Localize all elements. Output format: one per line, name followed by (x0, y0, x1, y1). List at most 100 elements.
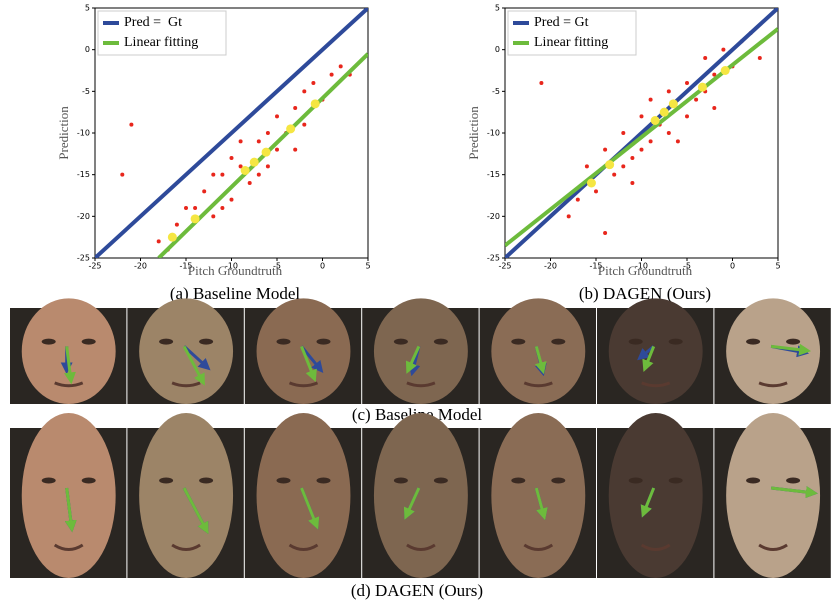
scatter-point (603, 231, 608, 235)
x-tick-label: 0 (730, 262, 735, 271)
y-tick-label: -5 (492, 87, 500, 96)
scatter-point (229, 197, 234, 202)
scatter-point (721, 47, 726, 52)
eye (433, 477, 448, 484)
x-tick-label: 5 (365, 262, 370, 271)
x-tick-label: -10 (635, 262, 648, 271)
scatter-point (630, 181, 635, 185)
x-axis-label: Pitch Groundtruth (188, 263, 283, 278)
caption: (d) DAGEN (Ours) (351, 581, 483, 600)
mean-point (249, 157, 259, 167)
face (608, 298, 703, 405)
scatter-point (238, 139, 243, 144)
scatter-point (694, 97, 699, 102)
fit-line (505, 27, 778, 248)
gaze-arrow (770, 486, 818, 499)
gaze-arrow (64, 346, 76, 385)
mean-point (668, 99, 678, 109)
eye (433, 338, 448, 345)
mean-point (697, 82, 707, 92)
mean-point (261, 147, 271, 157)
scatter-point (338, 64, 343, 69)
face-image (479, 298, 596, 405)
face-image (714, 298, 831, 405)
y-tick-label: -20 (77, 212, 90, 221)
y-tick-label: -5 (82, 87, 90, 96)
scatter-point (229, 156, 234, 160)
eye (628, 477, 643, 484)
gaze-arrow (403, 487, 421, 520)
eye (746, 338, 761, 345)
scatter-point (539, 81, 544, 85)
mean-point (650, 116, 660, 125)
scatter-point (293, 147, 298, 152)
scatter-point (685, 114, 689, 119)
y-tick-label: -10 (77, 129, 90, 138)
caption: (a) Baseline Model (170, 284, 301, 303)
legend: Pred = Gt Linear fitting (507, 10, 637, 56)
face-image (597, 413, 714, 578)
scatter-point (685, 81, 689, 85)
y-axis-label: Prediction (56, 106, 71, 160)
eye (199, 477, 214, 484)
mouth (288, 543, 319, 551)
eye (551, 477, 566, 484)
legend-label: Linear fitting (534, 35, 608, 50)
mean-point (605, 160, 615, 170)
fit-line (505, 8, 778, 258)
scatter-point (712, 106, 717, 110)
legend-box (97, 10, 227, 56)
eye (81, 338, 96, 345)
y-tick-label: -20 (487, 212, 500, 221)
face-image (362, 298, 479, 405)
face-image (10, 298, 127, 405)
fit-line (157, 52, 368, 258)
legend-label: Pred = Gt (534, 15, 589, 30)
mean-point (286, 124, 296, 134)
scatter-point (648, 139, 653, 144)
eye (668, 338, 683, 345)
eye (159, 477, 174, 484)
scatter-point (612, 172, 617, 177)
mouth (758, 543, 788, 551)
scatter-point (302, 89, 307, 94)
scatter-point (265, 131, 270, 135)
gaze-arrow (64, 487, 77, 533)
scatter-point (666, 131, 671, 135)
x-tick-label: -15 (179, 262, 192, 271)
mean-point (167, 232, 177, 242)
mean-point (190, 214, 200, 224)
eye (668, 477, 683, 484)
scatter-point (120, 172, 125, 177)
gaze-arrow (300, 345, 317, 382)
scatter-point (621, 164, 626, 169)
mouth (523, 543, 554, 551)
eye (746, 477, 761, 484)
mouth (406, 543, 436, 551)
mouth (171, 543, 201, 551)
y-tick-label: 5 (85, 4, 90, 13)
x-tick-label: -25 (498, 262, 511, 271)
scatter-point (703, 56, 708, 60)
x-axis-label: Pitch Groundtruth (598, 263, 693, 278)
scatter-point (302, 122, 307, 127)
face (726, 298, 821, 405)
eye (551, 338, 566, 345)
x-tick-label: -25 (88, 262, 101, 271)
mean-point (720, 66, 730, 75)
scatter-point (202, 189, 207, 194)
eye (316, 477, 331, 484)
eye (511, 477, 526, 484)
scatter-point (575, 197, 580, 202)
mouth (640, 543, 671, 551)
scatter-point (621, 131, 626, 135)
face (139, 413, 234, 578)
face-image (479, 413, 596, 578)
eye (41, 477, 56, 484)
scatter-point (129, 122, 134, 127)
eye (786, 338, 801, 345)
y-tick-label: -10 (487, 129, 500, 138)
gaze-arrow (534, 346, 547, 375)
